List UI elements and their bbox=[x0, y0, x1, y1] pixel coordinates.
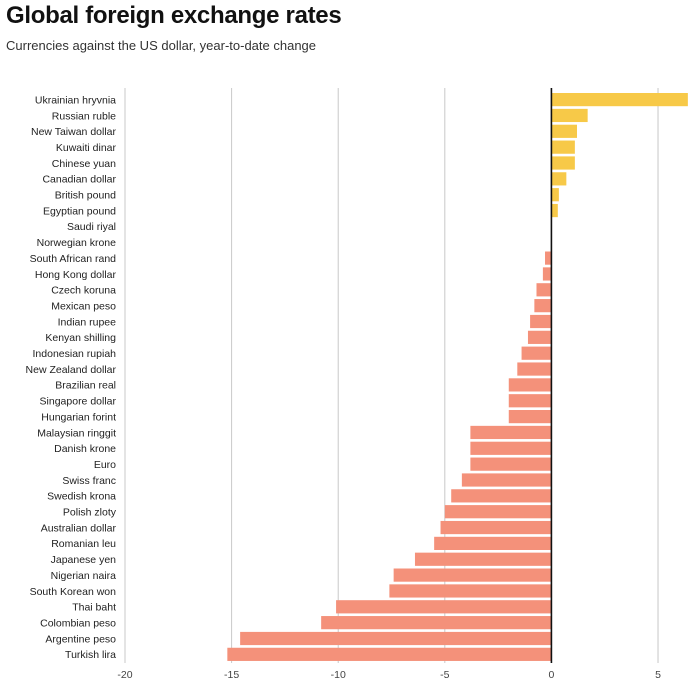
category-label: South Korean won bbox=[30, 586, 117, 598]
bar bbox=[551, 108, 588, 123]
category-label: Turkish lira bbox=[65, 649, 116, 661]
bar bbox=[240, 631, 552, 646]
category-label: Thai baht bbox=[72, 602, 116, 614]
x-tick-label: 5 bbox=[655, 669, 661, 681]
bar bbox=[321, 616, 552, 630]
gridlines bbox=[124, 88, 659, 663]
category-label: Indian rupee bbox=[58, 316, 117, 328]
x-tick-label: -5 bbox=[440, 669, 449, 681]
bar bbox=[551, 203, 558, 218]
category-label: Swedish krona bbox=[47, 491, 116, 503]
x-tick-label: -15 bbox=[224, 669, 239, 681]
category-label: Euro bbox=[94, 459, 116, 471]
category-label: Japanese yen bbox=[51, 554, 117, 566]
category-label: Brazilian real bbox=[55, 380, 116, 392]
bar bbox=[530, 314, 552, 329]
x-tick-label: 0 bbox=[548, 669, 554, 681]
category-label: Colombian peso bbox=[40, 617, 116, 629]
category-label: Chinese yuan bbox=[52, 158, 116, 170]
category-label: Mexican peso bbox=[51, 300, 116, 312]
bar bbox=[434, 536, 552, 550]
bar bbox=[227, 647, 552, 661]
category-label: Romanian leu bbox=[51, 538, 116, 550]
bar bbox=[542, 267, 552, 281]
category-label: Egyptian pound bbox=[43, 205, 116, 217]
category-label: Malaysian ringgit bbox=[37, 427, 116, 439]
bar bbox=[451, 489, 552, 503]
category-labels: Ukrainian hryvnia Russian ruble New Taiwan… bbox=[26, 94, 117, 661]
bar bbox=[551, 93, 688, 107]
category-label: Hungarian forint bbox=[41, 411, 116, 423]
x-tick-label: -20 bbox=[117, 669, 132, 681]
bar bbox=[470, 441, 552, 455]
category-label: Swiss franc bbox=[62, 475, 116, 487]
bar bbox=[551, 172, 567, 186]
bar bbox=[444, 505, 552, 519]
category-label: British pound bbox=[55, 190, 116, 202]
category-label: Hong Kong dollar bbox=[35, 269, 117, 281]
bar bbox=[393, 568, 552, 582]
category-label: Australian dollar bbox=[41, 522, 117, 534]
bar bbox=[517, 362, 552, 376]
bar bbox=[470, 457, 552, 471]
bar bbox=[534, 299, 552, 313]
bar bbox=[545, 251, 552, 265]
bar bbox=[508, 410, 552, 424]
bar bbox=[336, 600, 552, 614]
category-label: Kenyan shilling bbox=[45, 332, 116, 344]
category-label: Singapore dollar bbox=[40, 396, 117, 408]
bar bbox=[389, 584, 552, 598]
category-label: Norwegian krone bbox=[37, 237, 117, 249]
bar bbox=[461, 473, 552, 487]
category-label: South African rand bbox=[30, 253, 117, 265]
bar bbox=[551, 188, 559, 202]
category-label: Canadian dollar bbox=[42, 174, 116, 186]
x-tick-label: -10 bbox=[331, 669, 346, 681]
category-label: New Zealand dollar bbox=[26, 364, 117, 376]
bar bbox=[508, 394, 552, 408]
category-label: Nigerian naira bbox=[51, 570, 117, 582]
bar bbox=[527, 330, 552, 344]
bar bbox=[551, 140, 575, 154]
bar bbox=[521, 346, 552, 360]
category-label: Argentine peso bbox=[45, 633, 116, 645]
category-label: Czech koruna bbox=[51, 285, 116, 297]
x-tick-labels: -20 -15 -10 -5 0 5 bbox=[117, 669, 661, 681]
category-label: New Taiwan dollar bbox=[31, 126, 117, 138]
category-label: Polish zloty bbox=[63, 507, 117, 519]
bar bbox=[536, 283, 552, 297]
bar bbox=[414, 552, 552, 566]
category-label: Danish krone bbox=[54, 443, 116, 455]
bar bbox=[551, 156, 575, 170]
category-label: Saudi riyal bbox=[67, 221, 116, 233]
chart-title: Global foreign exchange rates bbox=[6, 2, 342, 29]
bar bbox=[440, 520, 552, 535]
chart-subtitle: Currencies against the US dollar, year-t… bbox=[6, 38, 317, 53]
bar bbox=[470, 425, 552, 440]
category-label: Ukrainian hryvnia bbox=[35, 94, 116, 106]
bar bbox=[508, 378, 552, 392]
category-label: Russian ruble bbox=[52, 110, 116, 122]
bar bbox=[551, 124, 577, 138]
category-label: Kuwaiti dinar bbox=[56, 142, 117, 154]
category-label: Indonesian rupiah bbox=[33, 348, 117, 360]
bars bbox=[227, 93, 688, 661]
